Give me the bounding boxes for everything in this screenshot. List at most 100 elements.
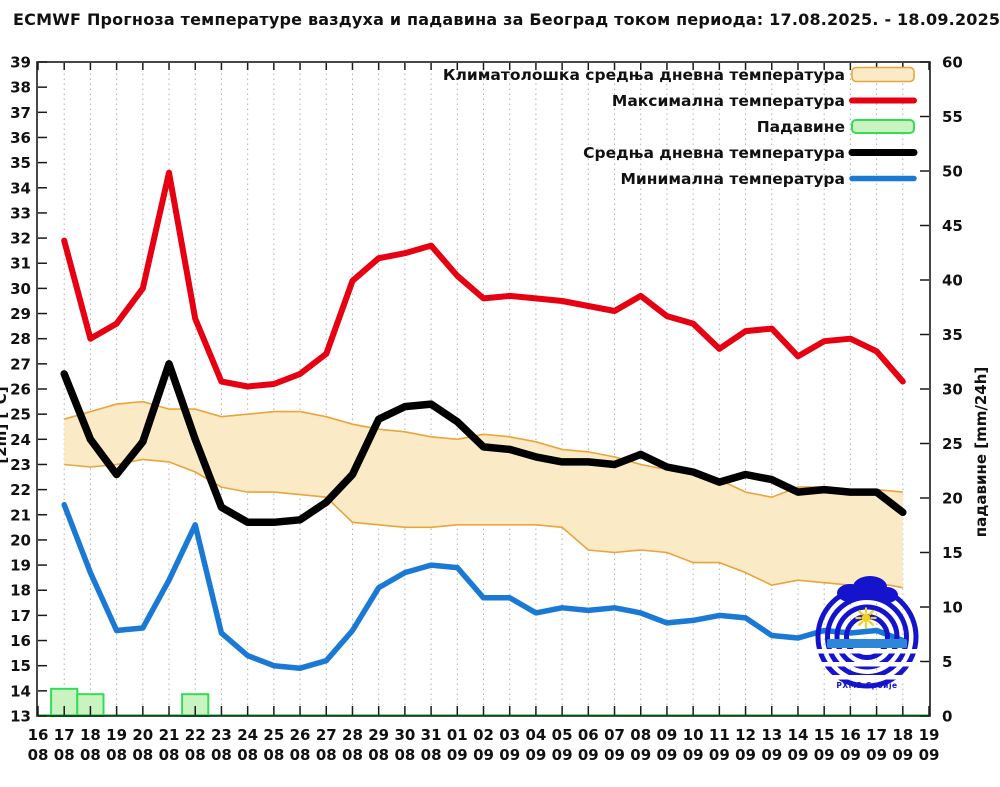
y-left-tick-label: 30 bbox=[10, 280, 31, 298]
x-tick-label-day: 31 bbox=[421, 726, 442, 744]
x-tick-label-month: 09 bbox=[657, 746, 678, 764]
y-left-tick-label: 34 bbox=[10, 179, 31, 197]
x-axis: 16 08 17 08 18 08 19 08 20 08 21 08 22 08 23 08 24 08 25 08… bbox=[28, 63, 940, 764]
y-left-tick-label: 13 bbox=[10, 708, 31, 726]
y-right-tick-label: 25 bbox=[942, 435, 963, 453]
x-tick-label-month: 08 bbox=[106, 746, 127, 764]
x-tick-label-day: 17 bbox=[866, 726, 887, 744]
x-tick-label-day: 03 bbox=[499, 726, 520, 744]
legend-label: Максимална температура bbox=[612, 92, 845, 110]
x-tick-label-day: 17 bbox=[54, 726, 75, 744]
y-left-tick-label: 19 bbox=[10, 557, 31, 575]
x-tick-label-month: 08 bbox=[316, 746, 337, 764]
x-tick-label-day: 22 bbox=[185, 726, 206, 744]
x-tick-label-day: 09 bbox=[657, 726, 678, 744]
x-tick-label-day: 24 bbox=[237, 726, 258, 744]
climatology-band-upper-edge bbox=[63, 400, 903, 499]
y-left-tick-label: 39 bbox=[10, 54, 31, 72]
y-left-tick-label: 14 bbox=[10, 682, 31, 700]
x-tick-label-month: 09 bbox=[788, 746, 809, 764]
y-right-tick-label: 55 bbox=[942, 108, 963, 126]
y-left-tick-label: 29 bbox=[10, 305, 31, 323]
x-tick-label-day: 06 bbox=[578, 726, 599, 744]
y-left-tick-label: 27 bbox=[10, 355, 31, 373]
x-tick-label-day: 10 bbox=[683, 726, 704, 744]
y-left-tick-label: 23 bbox=[10, 456, 31, 474]
y-left-tick-label: 31 bbox=[10, 255, 31, 273]
legend-label: Климатолошка средња дневна температура bbox=[443, 66, 845, 84]
sun-ray bbox=[857, 609, 864, 616]
logo-wave-gap bbox=[813, 662, 921, 667]
climatology-band-area bbox=[64, 401, 903, 588]
x-tick-label-month: 08 bbox=[263, 746, 284, 764]
gridlines bbox=[63, 63, 904, 715]
y-right-tick-label: 5 bbox=[942, 653, 952, 671]
x-tick-label-day: 16 bbox=[840, 726, 861, 744]
x-tick-label-month: 08 bbox=[237, 746, 258, 764]
x-tick-label-day: 29 bbox=[368, 726, 389, 744]
y-right-tick-label: 40 bbox=[942, 272, 963, 290]
x-tick-label-month: 09 bbox=[919, 746, 940, 764]
y-axis-right: 0 5 10 15 20 25 30 35 40 45 50 55 60 bbox=[920, 54, 963, 726]
y-left-tick-label: 38 bbox=[10, 79, 31, 97]
x-tick-label-day: 26 bbox=[290, 726, 311, 744]
x-tick-label-day: 13 bbox=[761, 726, 782, 744]
y-left-tick-label: 36 bbox=[10, 129, 31, 147]
logo-sun-icon bbox=[855, 607, 877, 629]
sun-core bbox=[861, 613, 871, 623]
x-tick-label-day: 11 bbox=[709, 726, 730, 744]
y-right-tick-label: 30 bbox=[942, 381, 963, 399]
x-tick-label-month: 09 bbox=[473, 746, 494, 764]
y-right-tick-label: 60 bbox=[942, 54, 963, 72]
x-tick-label-month: 09 bbox=[499, 746, 520, 764]
y-right-tick-label: 20 bbox=[942, 490, 963, 508]
x-tick-label-month: 08 bbox=[394, 746, 415, 764]
x-tick-label-month: 09 bbox=[814, 746, 835, 764]
x-tick-label-day: 23 bbox=[211, 726, 232, 744]
x-tick-label-month: 09 bbox=[683, 746, 704, 764]
x-tick-label-month: 08 bbox=[185, 746, 206, 764]
x-tick-label-month: 08 bbox=[28, 746, 49, 764]
y-right-tick-label: 10 bbox=[942, 599, 963, 617]
x-tick-label-day: 04 bbox=[525, 726, 546, 744]
x-tick-label-day: 05 bbox=[552, 726, 573, 744]
series-mean-temp bbox=[60, 360, 907, 527]
logo-text: РХМЗ Србије bbox=[836, 681, 897, 690]
legend-label: Минимална температура bbox=[621, 170, 846, 188]
series-min-temp bbox=[61, 501, 906, 671]
x-tick-label-month: 09 bbox=[525, 746, 546, 764]
sun-ray bbox=[868, 609, 875, 616]
y-left-tick-label: 21 bbox=[10, 506, 31, 524]
plot-border bbox=[36, 61, 931, 717]
series-climatology-band bbox=[63, 400, 903, 589]
sun-ray bbox=[868, 620, 875, 627]
y-left-tick-label: 18 bbox=[10, 582, 31, 600]
y-right-tick-label: 50 bbox=[942, 163, 963, 181]
y-right-tick-label: 45 bbox=[942, 217, 963, 235]
x-tick-label-day: 07 bbox=[604, 726, 625, 744]
y-left-tick-label: 16 bbox=[10, 632, 31, 650]
sun-ray bbox=[857, 620, 864, 627]
x-tick-label-day: 18 bbox=[80, 726, 101, 744]
legend: Климатолошка средња дневна температура Ма… bbox=[443, 66, 918, 188]
y-left-tick-label: 33 bbox=[10, 204, 31, 222]
x-tick-label-month: 09 bbox=[709, 746, 730, 764]
x-tick-label-day: 08 bbox=[630, 726, 651, 744]
x-tick-label-month: 09 bbox=[761, 746, 782, 764]
logo-sea-bar bbox=[827, 639, 907, 648]
y-left-tick-label: 37 bbox=[10, 104, 31, 122]
logo-wave-gap bbox=[813, 649, 921, 654]
x-tick-label-month: 09 bbox=[892, 746, 913, 764]
rhmz-logo: РХМЗ Србије bbox=[813, 576, 921, 690]
x-tick-label-month: 08 bbox=[421, 746, 442, 764]
x-tick-label-month: 08 bbox=[80, 746, 101, 764]
x-tick-label-month: 09 bbox=[840, 746, 861, 764]
x-tick-label-day: 21 bbox=[159, 726, 180, 744]
chart-title: ECMWF Прогноза температуре ваздуха и пад… bbox=[13, 10, 1000, 29]
logo-wave-gap bbox=[813, 675, 921, 680]
x-tick-label-month: 09 bbox=[447, 746, 468, 764]
x-tick-label-day: 18 bbox=[892, 726, 913, 744]
x-tick-label-month: 09 bbox=[578, 746, 599, 764]
y-right-tick-label: 0 bbox=[942, 708, 952, 726]
